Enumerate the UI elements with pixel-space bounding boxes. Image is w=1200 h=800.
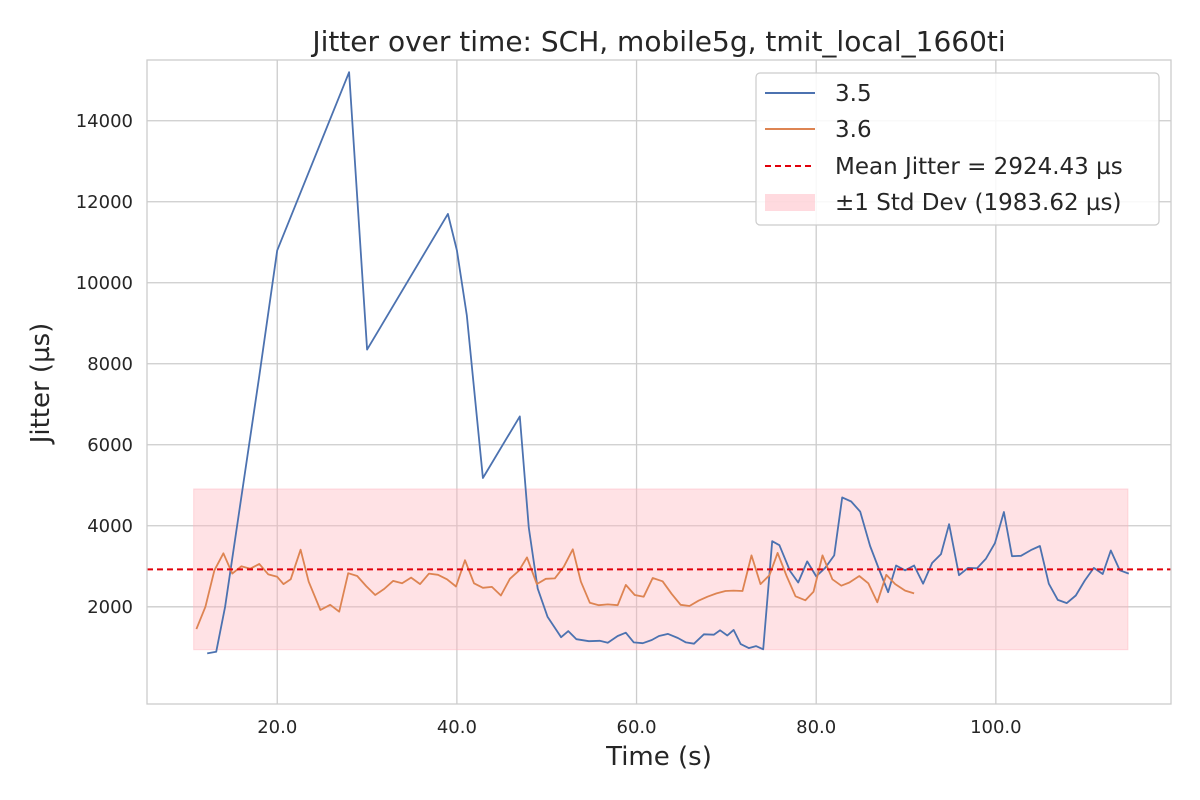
y-tick-label: 10000 xyxy=(76,273,133,294)
legend-label-mean: Mean Jitter = 2924.43 µs xyxy=(835,154,1123,180)
plot-frame xyxy=(146,59,1172,705)
x-tick-label: 60.0 xyxy=(617,717,657,738)
legend-label-series: 3.5 xyxy=(835,81,872,107)
legend-handle-std xyxy=(765,194,815,211)
legend-label-series: 3.6 xyxy=(835,117,872,143)
y-tick-label: 12000 xyxy=(76,192,133,213)
x-tick-label: 20.0 xyxy=(257,717,297,738)
x-tick-label: 100.0 xyxy=(970,717,1022,738)
series-line-3-6 xyxy=(195,548,915,630)
y-tick-label: 2000 xyxy=(87,597,133,618)
y-tick-label: 8000 xyxy=(87,354,133,375)
y-tick-label: 4000 xyxy=(87,516,133,537)
legend-label-std: ±1 Std Dev (1983.62 µs) xyxy=(835,190,1122,216)
chart-title: Jitter over time: SCH, mobile5g, tmit_lo… xyxy=(310,25,1005,58)
x-tick-label: 40.0 xyxy=(437,717,477,738)
x-axis-label: Time (s) xyxy=(605,742,712,772)
y-tick-label: 14000 xyxy=(76,111,133,132)
legend-box xyxy=(755,72,1160,226)
y-axis-label: Jitter (µs) xyxy=(26,323,56,446)
x-tick-label: 80.0 xyxy=(796,717,836,738)
series-line-3-5 xyxy=(207,71,1130,655)
legend: 3.5 3.6 Mean Jitter = 2924.43 µs ±1 Std Dev… xyxy=(755,72,1160,226)
y-tick-label: 6000 xyxy=(87,435,133,456)
